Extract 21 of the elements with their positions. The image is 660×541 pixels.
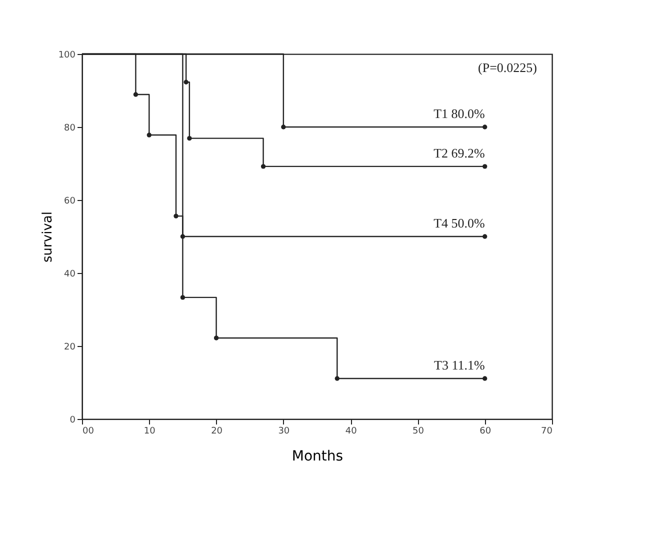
x-tick-label: 10	[144, 426, 156, 436]
y-tick-label: 0	[70, 416, 76, 426]
annotation: (P=0.0225)	[478, 60, 537, 75]
series-label: T4 50.0%	[434, 216, 486, 230]
x-tick-label: 70	[541, 426, 553, 436]
x-tick-label: 50	[412, 426, 424, 436]
x-tick-label: 00	[82, 426, 94, 436]
x-tick-label: 60	[480, 426, 492, 436]
series-label: T3 11.1%	[434, 357, 486, 372]
y-tick-label: 80	[64, 124, 76, 134]
y-axis-title: survival	[40, 212, 56, 262]
x-tick-label: 20	[211, 426, 223, 436]
series-label: T2 69.2%	[434, 145, 486, 160]
x-axis-title: Months	[292, 448, 344, 464]
y-tick-label: 60	[64, 196, 76, 206]
y-tick-label: 40	[64, 270, 76, 280]
series-label: T1 80.0%	[434, 106, 486, 121]
x-tick-label: 30	[278, 426, 290, 436]
y-tick-label: 100	[58, 50, 76, 60]
y-tick-label: 20	[64, 342, 76, 352]
x-tick-label: 40	[345, 426, 358, 436]
